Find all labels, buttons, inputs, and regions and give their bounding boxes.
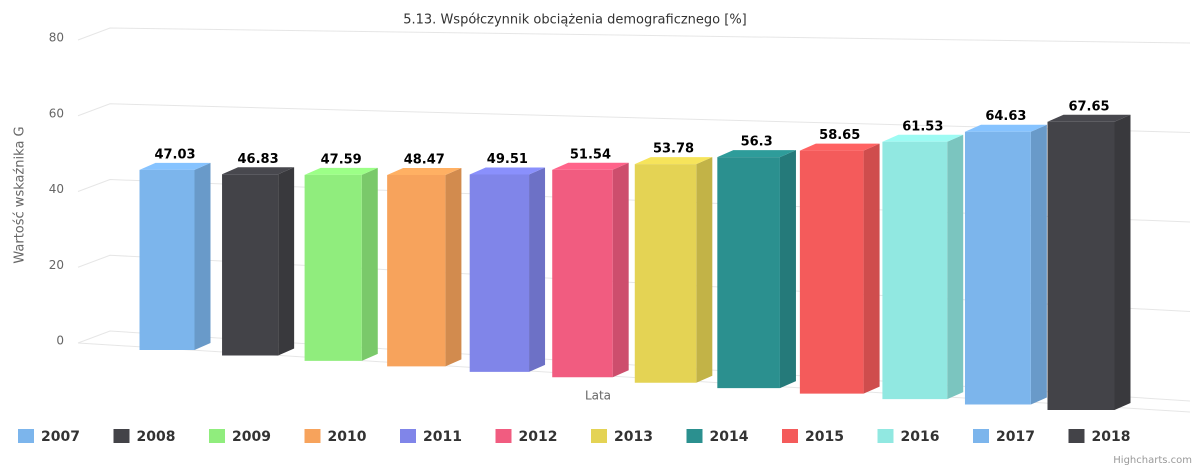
bar-side: [445, 168, 462, 367]
bar-side: [947, 134, 964, 400]
legend-swatch: [400, 429, 416, 443]
bar-front: [222, 174, 279, 356]
bar-top: [469, 167, 546, 175]
bar-front: [552, 169, 613, 378]
legend-swatch: [495, 429, 512, 443]
y-tick-label: 20: [49, 258, 64, 272]
bar-top: [1047, 114, 1131, 122]
bar-top: [139, 162, 211, 170]
legend-label: 2009: [232, 429, 271, 445]
y-tick-label: 60: [49, 106, 64, 120]
bar-front: [387, 175, 446, 367]
legend-label: 2014: [710, 429, 749, 445]
bar: [304, 167, 378, 361]
bar-top: [634, 157, 713, 165]
bar-side: [278, 167, 295, 356]
legend-swatch: [973, 429, 989, 443]
legend-label: 2018: [1092, 429, 1131, 445]
y-axis-title: Wartość wskaźnika G: [13, 126, 28, 263]
bar-front: [964, 131, 1031, 405]
legend-label: 2013: [614, 429, 653, 445]
bar-side: [1030, 124, 1047, 405]
bar-front: [882, 141, 948, 400]
bar: [799, 143, 880, 394]
bar-front: [469, 174, 530, 372]
bar: [717, 150, 796, 389]
y-tick-label: 0: [56, 334, 64, 348]
legend-label: 2012: [519, 429, 558, 445]
bar-front: [1047, 121, 1115, 410]
bar-side: [1114, 114, 1131, 410]
bar-side: [779, 150, 796, 389]
bar: [1047, 114, 1131, 410]
legend-label: 2007: [41, 429, 80, 445]
data-label: 51.54: [570, 147, 611, 162]
data-label: 64.63: [985, 109, 1026, 124]
bar-side: [529, 167, 546, 372]
bar-top: [222, 167, 295, 175]
legend-swatch: [877, 429, 894, 443]
legend-swatch: [209, 429, 225, 443]
bar-top: [304, 167, 378, 175]
bar-top: [882, 134, 964, 142]
bar-side: [863, 143, 880, 394]
legend-swatch: [591, 429, 607, 443]
bar-front: [139, 169, 195, 350]
credits: Highcharts.com: [1113, 455, 1192, 466]
bar-top: [964, 124, 1047, 132]
bar-top: [799, 143, 880, 151]
bar: [469, 167, 546, 372]
data-label: 53.78: [653, 142, 694, 157]
legend-label: 2010: [328, 429, 367, 445]
data-label: 58.65: [819, 128, 860, 143]
bar-side: [361, 167, 378, 361]
y-tick-label: 40: [49, 182, 64, 196]
bar-side: [612, 162, 629, 378]
legend-swatch: [18, 429, 34, 443]
grid-line: [77, 103, 1191, 133]
bar: [964, 124, 1047, 405]
bar: [552, 162, 629, 378]
bar: [882, 134, 964, 400]
bar-side: [194, 162, 211, 350]
legend-label: 2015: [805, 429, 844, 445]
bar-top: [717, 150, 796, 158]
bar: [387, 168, 462, 367]
bar: [139, 162, 211, 350]
x-axis-title: Lata: [585, 389, 611, 403]
y-tick-label: 80: [49, 31, 64, 45]
grid-line: [77, 27, 1191, 44]
legend-label: 2016: [901, 429, 940, 445]
bar-front: [634, 164, 697, 383]
legend-swatch: [304, 429, 321, 443]
legend-swatch: [686, 429, 703, 443]
bar-top: [552, 162, 629, 170]
data-label: 61.53: [902, 119, 943, 134]
data-label: 46.83: [238, 152, 279, 167]
data-label: 48.47: [404, 153, 445, 168]
legend-swatch: [1068, 429, 1085, 443]
chart-title: 5.13. Współczynnik obciążenia demografic…: [403, 13, 747, 28]
bar-top: [387, 168, 462, 176]
data-label: 47.03: [154, 147, 195, 162]
data-label: 47.59: [321, 152, 362, 167]
legend-label: 2008: [137, 429, 176, 445]
legend-swatch: [113, 429, 130, 443]
bar: [222, 167, 295, 356]
bar-front: [717, 157, 780, 389]
data-label: 49.51: [487, 152, 528, 167]
bar-front: [304, 174, 362, 361]
legend-swatch: [782, 429, 798, 443]
legend-label: 2017: [996, 429, 1035, 445]
bar-side: [696, 157, 713, 383]
bar: [634, 157, 713, 383]
bar-front: [799, 150, 864, 394]
data-label: 67.65: [1068, 99, 1109, 114]
data-label: 56.3: [741, 135, 773, 150]
legend-label: 2011: [423, 429, 462, 445]
